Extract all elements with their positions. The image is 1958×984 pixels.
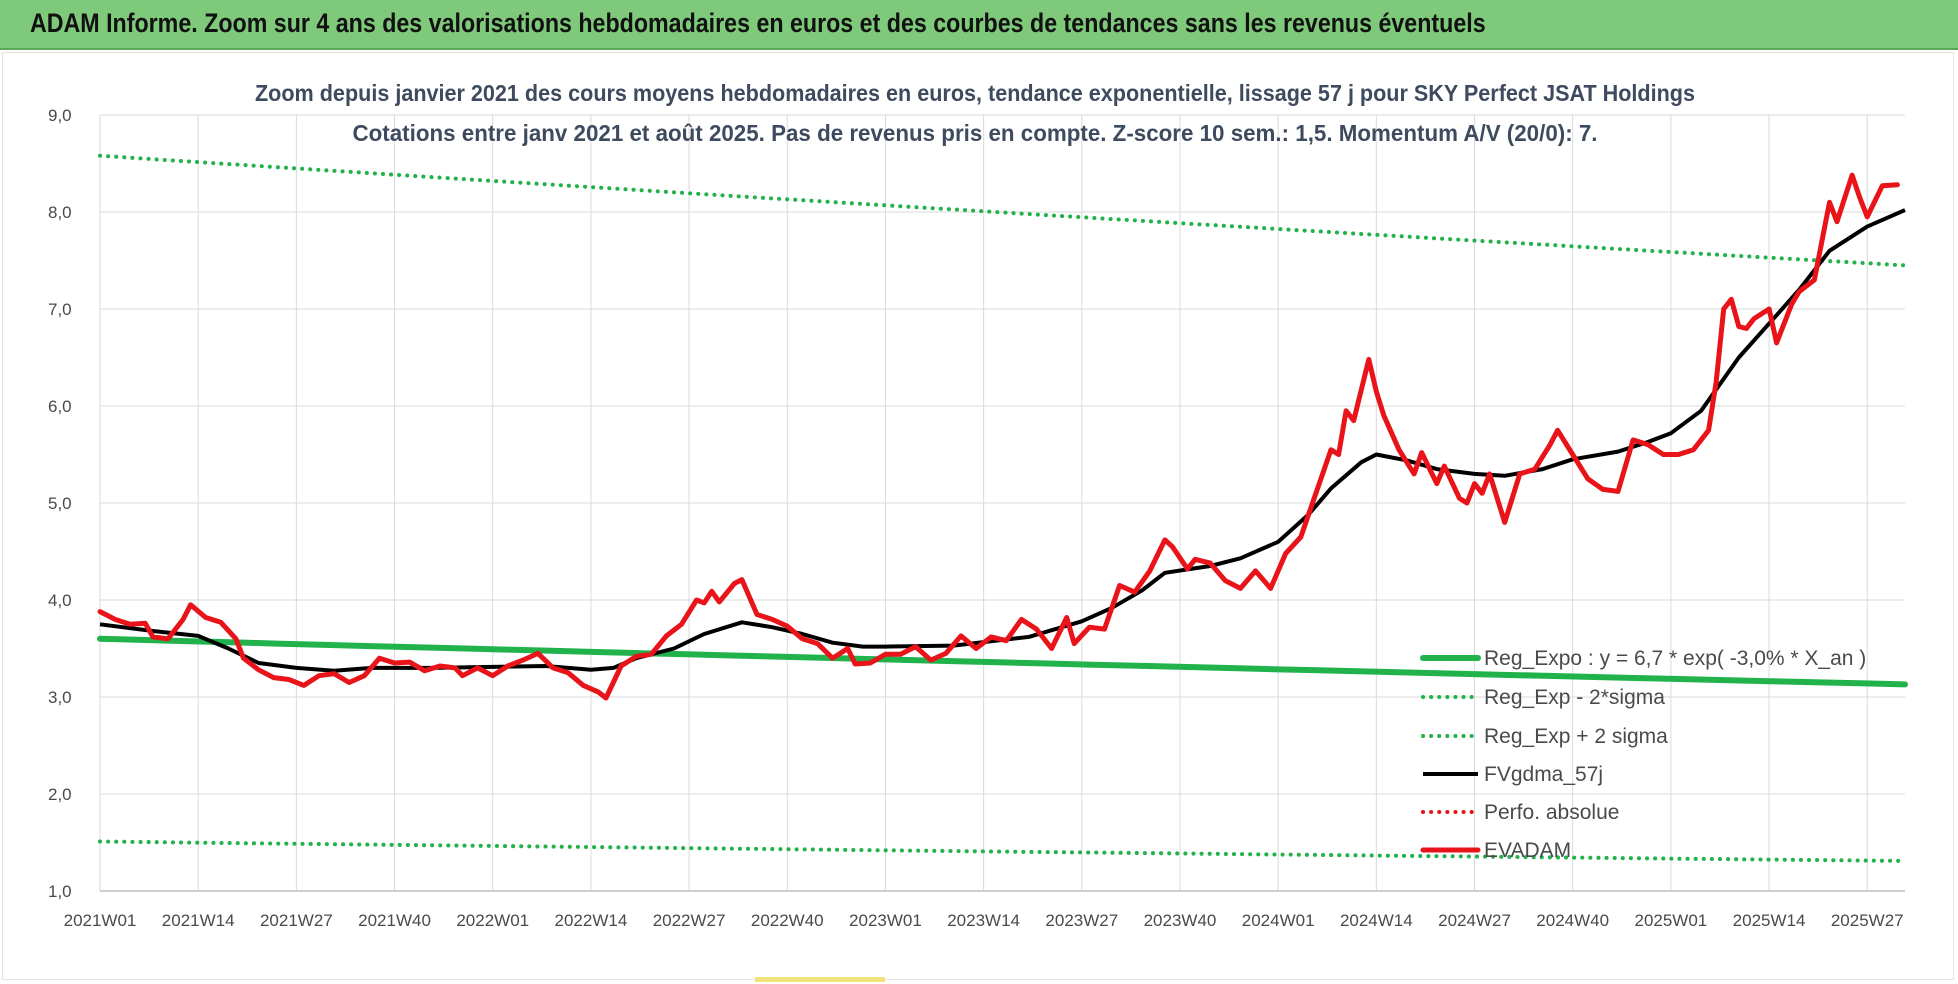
x-tick-label: 2022W27: [653, 911, 726, 930]
x-tick-label: 2021W40: [358, 911, 431, 930]
x-tick-label: 2023W40: [1144, 911, 1217, 930]
chart-title-line1: Zoom depuis janvier 2021 des cours moyen…: [255, 80, 1695, 106]
series-line-reg-exp-2-sigma: [98, 839, 1907, 863]
x-tick-label: 2023W27: [1045, 911, 1118, 930]
legend-label: Perfo. absolue: [1484, 801, 1619, 824]
y-tick-label: 8,0: [48, 203, 72, 222]
x-tick-label: 2025W27: [1831, 911, 1904, 930]
y-tick-label: 4,0: [48, 591, 72, 610]
bottom-accent: [755, 977, 885, 982]
legend-label: Reg_Exp - 2*sigma: [1484, 686, 1665, 709]
chart-title-line2: Cotations entre janv 2021 et août 2025. …: [353, 120, 1598, 146]
y-tick-label: 7,0: [48, 300, 72, 319]
series-line-reg-expo-y-6-7-exp-3-0-x-an: [97, 635, 1908, 688]
chart-frame: [2, 52, 1954, 980]
x-tick-label: 2023W01: [849, 911, 922, 930]
x-tick-label: 2024W27: [1438, 911, 1511, 930]
x-tick-label: 2024W40: [1536, 911, 1609, 930]
y-tick-label: 9,0: [48, 106, 72, 125]
legend-label: Reg_Exp + 2 sigma: [1484, 725, 1668, 748]
x-tick-label: 2021W14: [162, 911, 235, 930]
legend-label: FVgdma_57j: [1484, 763, 1603, 786]
x-tick-label: 2022W01: [456, 911, 529, 930]
y-tick-label: 6,0: [48, 397, 72, 416]
header-bar: ADAM Informe. Zoom sur 4 ans des valoris…: [0, 0, 1958, 50]
x-tick-label: 2023W14: [947, 911, 1020, 930]
x-tick-label: 2025W14: [1733, 911, 1806, 930]
x-tick-label: 2022W14: [555, 911, 628, 930]
legend-label: Reg_Expo : y = 6,7 * exp( -3,0% * X_an ): [1484, 647, 1866, 670]
series-line-reg-exp-2-sigma: [98, 153, 1907, 268]
x-tick-label: 2022W40: [751, 911, 824, 930]
y-tick-label: 3,0: [48, 688, 72, 707]
x-tick-label: 2021W01: [64, 911, 137, 930]
y-tick-label: 2,0: [48, 785, 72, 804]
legend-label: EVADAM: [1484, 839, 1571, 862]
x-tick-label: 2021W27: [260, 911, 333, 930]
y-tick-label: 1,0: [48, 882, 72, 901]
report-title: ADAM Informe. Zoom sur 4 ans des valoris…: [30, 8, 1486, 38]
series-line-evadam: [97, 172, 1900, 701]
x-tick-label: 2024W14: [1340, 911, 1413, 930]
x-tick-label: 2024W01: [1242, 911, 1315, 930]
y-tick-label: 5,0: [48, 494, 72, 513]
x-tick-label: 2025W01: [1634, 911, 1707, 930]
